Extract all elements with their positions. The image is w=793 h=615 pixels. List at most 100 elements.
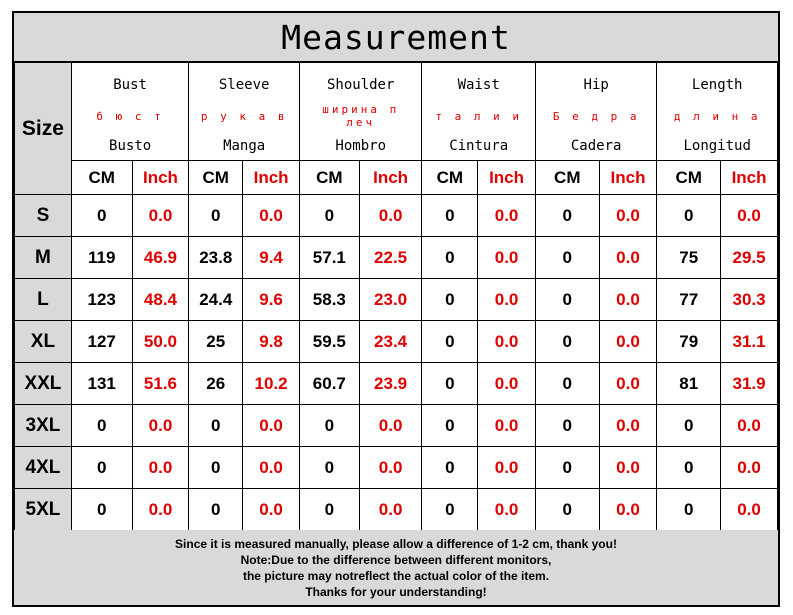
- value-inch: 0.0: [598, 362, 658, 405]
- value-inch: 0.0: [477, 488, 536, 531]
- value-cm: 0: [421, 488, 479, 531]
- value-inch: 0.0: [242, 194, 300, 237]
- value-inch: 23.0: [358, 278, 423, 321]
- unit-header-inch: Inch: [598, 160, 658, 195]
- unit-header-inch: Inch: [242, 160, 300, 195]
- unit-header-cm: CM: [421, 160, 479, 195]
- value-inch: 0.0: [598, 278, 658, 321]
- value-inch: 0.0: [131, 446, 190, 489]
- value-inch: 0.0: [242, 446, 300, 489]
- value-inch: 0.0: [477, 362, 536, 405]
- unit-header-cm: CM: [188, 160, 244, 195]
- value-inch: 9.8: [242, 320, 300, 363]
- group-title-ru: р у к а в: [200, 109, 288, 123]
- value-cm: 0: [534, 362, 600, 405]
- group-title-en: Hip: [583, 77, 609, 93]
- value-inch: 29.5: [720, 236, 778, 279]
- footer-line: the picture may notreflect the actual co…: [242, 568, 550, 583]
- table-row: S 0 0.0 0 0.0 0 0.0 0 0.0 0 0.0 0 0.0: [14, 194, 778, 237]
- value-cm: 77: [656, 278, 722, 321]
- value-inch: 0.0: [720, 488, 778, 531]
- group-title-ru: т а л и и: [435, 109, 522, 123]
- value-inch: 0.0: [598, 446, 658, 489]
- group-title-ru: д л и н а: [673, 109, 761, 123]
- unit-header-cm: CM: [298, 160, 360, 195]
- value-inch: 46.9: [131, 236, 190, 279]
- value-inch: 0.0: [598, 194, 658, 237]
- value-cm: 0: [421, 404, 479, 447]
- value-inch: 48.4: [131, 278, 190, 321]
- title-band: Measurement: [14, 13, 778, 62]
- value-inch: 51.6: [131, 362, 190, 405]
- value-inch: 0.0: [131, 488, 190, 531]
- value-cm: 0: [421, 446, 479, 489]
- value-cm: 0: [534, 446, 600, 489]
- size-cell: L: [14, 278, 72, 321]
- value-cm: 0: [656, 194, 722, 237]
- value-cm: 75: [656, 236, 722, 279]
- value-inch: 22.5: [358, 236, 423, 279]
- table-row: XXL 131 51.6 26 10.2 60.7 23.9 0 0.0 0 0.0 81 31.9: [14, 362, 778, 405]
- value-cm: 0: [656, 446, 722, 489]
- value-inch: 0.0: [598, 320, 658, 363]
- table-row: L 123 48.4 24.4 9.6 58.3 23.0 0 0.0 0 0.0 77 30.3: [14, 278, 778, 321]
- value-cm: 25: [188, 320, 244, 363]
- value-cm: 24.4: [188, 278, 244, 321]
- group-header-shoulder: Shoulder ширина п леч Hombro: [298, 62, 423, 161]
- value-cm: 0: [656, 488, 722, 531]
- value-cm: 0: [421, 278, 479, 321]
- value-cm: 127: [70, 320, 133, 363]
- value-cm: 0: [298, 446, 360, 489]
- value-inch: 23.9: [358, 362, 423, 405]
- group-title-ru: Б е д р а: [552, 109, 640, 123]
- size-cell: XXL: [14, 362, 72, 405]
- value-inch: 31.1: [720, 320, 778, 363]
- unit-header-inch: Inch: [477, 160, 536, 195]
- unit-header-row: CM Inch CM Inch CM Inch CM Inch CM Inch CM Inch: [15, 160, 778, 195]
- value-cm: 79: [656, 320, 722, 363]
- value-inch: 0.0: [358, 404, 423, 447]
- value-inch: 10.2: [242, 362, 300, 405]
- table-row: 5XL 0 0.0 0 0.0 0 0.0 0 0.0 0 0.0 0 0.0: [14, 488, 778, 531]
- value-cm: 60.7: [298, 362, 360, 405]
- value-inch: 0.0: [477, 278, 536, 321]
- value-inch: 0.0: [598, 404, 658, 447]
- value-cm: 0: [298, 488, 360, 531]
- unit-header-inch: Inch: [358, 160, 423, 195]
- value-cm: 0: [421, 194, 479, 237]
- value-cm: 123: [70, 278, 133, 321]
- value-cm: 0: [188, 194, 244, 237]
- group-header-hip: Hip Б е д р а Cadera: [534, 62, 658, 161]
- value-cm: 119: [70, 236, 133, 279]
- value-cm: 0: [534, 320, 600, 363]
- group-title-es: Manga: [223, 138, 266, 154]
- value-inch: 30.3: [720, 278, 778, 321]
- value-inch: 0.0: [477, 236, 536, 279]
- group-title-es: Busto: [109, 138, 152, 154]
- footer-line: Thanks for your understanding!: [305, 584, 487, 599]
- unit-header-cm: CM: [70, 160, 133, 195]
- footer-line: Note:Due to the difference between diffe…: [240, 552, 552, 567]
- value-cm: 0: [534, 236, 600, 279]
- value-inch: 50.0: [131, 320, 190, 363]
- table-row: 4XL 0 0.0 0 0.0 0 0.0 0 0.0 0 0.0 0 0.0: [14, 446, 778, 489]
- value-cm: 0: [188, 446, 244, 489]
- group-title-ru: б ю с т: [96, 109, 164, 123]
- footer-line: Since it is measured manually, please al…: [175, 536, 617, 551]
- page-title: Measurement: [281, 17, 511, 57]
- value-inch: 0.0: [598, 236, 658, 279]
- value-inch: 0.0: [477, 320, 536, 363]
- value-inch: 0.0: [477, 194, 536, 237]
- size-cell: XL: [14, 320, 72, 363]
- value-cm: 0: [70, 404, 133, 447]
- group-header-length: Length д л и н а Longitud: [656, 62, 778, 161]
- value-cm: 0: [188, 404, 244, 447]
- value-cm: 0: [656, 404, 722, 447]
- value-cm: 0: [534, 404, 600, 447]
- value-cm: 131: [70, 362, 133, 405]
- value-inch: 0.0: [720, 194, 778, 237]
- group-title-en: Sleeve: [218, 77, 270, 93]
- value-cm: 0: [298, 194, 360, 237]
- value-inch: 0.0: [477, 446, 536, 489]
- footer-note: Since it is measured manually, please al…: [14, 530, 778, 605]
